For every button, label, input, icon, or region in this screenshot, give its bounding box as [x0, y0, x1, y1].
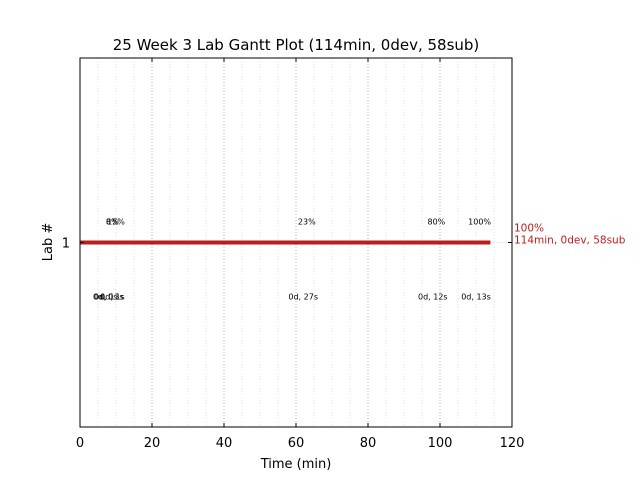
- x-tick-label: 80: [360, 436, 377, 451]
- percent-label: 23%: [298, 218, 316, 227]
- duration-label: 0d, 12s: [418, 293, 448, 302]
- x-tick-label: 40: [216, 436, 233, 451]
- percent-label: 8%: [106, 218, 119, 227]
- y-tick-label: 1: [62, 237, 70, 252]
- chart-title: 25 Week 3 Lab Gantt Plot (114min, 0dev, …: [113, 36, 480, 54]
- end-annotation-percent: 100%: [514, 223, 544, 235]
- duration-label: 0d, 0s: [93, 293, 118, 302]
- tick-layer: 0 20 40 60 80 100 120 1: [62, 58, 525, 451]
- duration-label: 0d, 27s: [288, 293, 318, 302]
- x-axis-label: Time (min): [260, 457, 332, 472]
- percent-label: 15%: [107, 218, 125, 227]
- percent-label: 100%: [468, 218, 491, 227]
- duration-label: 0d, 1s: [100, 293, 125, 302]
- duration-label: 0d, 13s: [461, 293, 491, 302]
- x-tick-label: 60: [288, 436, 305, 451]
- percent-label: 0%: [106, 218, 119, 227]
- percent-label: 80%: [428, 218, 446, 227]
- x-tick-label: 100: [428, 436, 453, 451]
- y-axis-label: Lab #: [41, 223, 56, 262]
- x-tick-label: 20: [144, 436, 161, 451]
- x-tick-label: 0: [76, 436, 84, 451]
- x-tick-label: 120: [500, 436, 525, 451]
- end-annotation-summary: 114min, 0dev, 58sub: [514, 235, 626, 247]
- duration-label: 0d, 13s: [94, 293, 124, 302]
